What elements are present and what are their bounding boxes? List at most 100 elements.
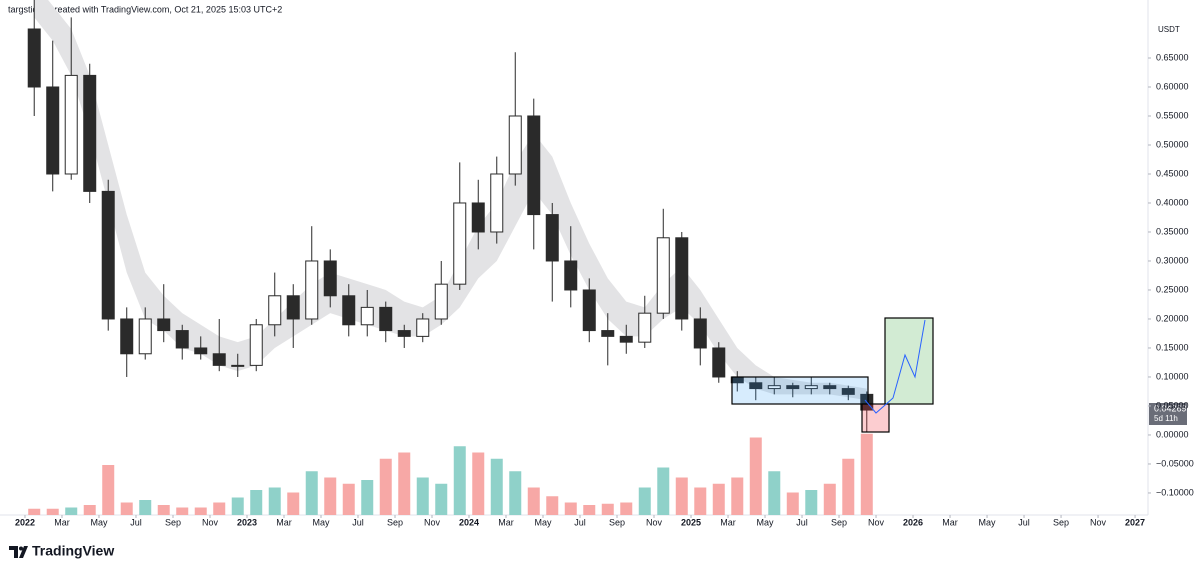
candle-body	[416, 318, 430, 337]
x-tick-label: 2025	[681, 517, 701, 527]
y-tick-label: 0.05000	[1156, 400, 1189, 410]
last-price: 0.04269	[1154, 403, 1187, 413]
candle-body	[231, 364, 245, 367]
x-tick-label: Nov	[202, 517, 219, 527]
header: targstique created with TradingView.com,…	[8, 4, 282, 14]
candle-body	[101, 190, 115, 320]
x-tick-label: 2024	[459, 517, 479, 527]
candle-body	[675, 237, 689, 320]
logo-dot	[19, 546, 23, 551]
x-tick-label: May	[979, 517, 997, 527]
candle-body	[527, 115, 541, 216]
x-tick-label: Sep	[387, 517, 403, 527]
candle-body	[841, 388, 855, 395]
volume-bar	[379, 458, 392, 515]
volume-bar	[83, 505, 96, 515]
volume-bar	[490, 458, 503, 515]
candle-body	[786, 385, 800, 390]
y-tick-label: 0.40000	[1156, 197, 1189, 207]
candle-body	[360, 306, 374, 326]
logo-mark	[9, 546, 28, 558]
candle-body	[638, 312, 652, 343]
x-tick-label: Mar	[498, 517, 514, 527]
x-tick-label: Mar	[720, 517, 736, 527]
volume-bar	[102, 465, 115, 515]
y-tick-label: 0.60000	[1156, 81, 1189, 91]
candle-body	[157, 318, 171, 332]
volume-bar	[786, 492, 799, 515]
candle-body	[379, 306, 393, 332]
y-tick-label: 0.00000	[1156, 429, 1189, 439]
volume-bar	[120, 502, 133, 515]
candle-body	[397, 330, 411, 337]
candle-body	[83, 74, 97, 192]
volume-bar	[675, 477, 688, 515]
x-tick-label: Jul	[352, 517, 364, 527]
volume-bar	[527, 487, 540, 515]
y-tick-label: 0.10000	[1156, 371, 1189, 381]
volume-bar	[231, 497, 244, 515]
volume-bar	[601, 503, 614, 515]
x-tick-label: May	[90, 517, 108, 527]
volume-bar	[842, 458, 855, 515]
y-tick-label: −0.05000	[1156, 458, 1194, 468]
candle-body	[712, 347, 726, 378]
x-tick-label: May	[312, 517, 330, 527]
candle-body	[194, 347, 208, 355]
plot	[27, 0, 874, 515]
volume-bar	[416, 477, 429, 515]
volume-bar	[139, 500, 152, 515]
price-label-box	[1149, 403, 1187, 425]
y-tick-label: 0.55000	[1156, 110, 1189, 120]
candle-body	[120, 318, 134, 355]
volume-bar	[65, 507, 78, 515]
volume-bar	[731, 477, 744, 515]
x-tick-label: Jul	[130, 517, 142, 527]
volume-bar	[583, 505, 596, 515]
x-tick-label: Sep	[165, 517, 181, 527]
candle-body	[268, 295, 282, 326]
x-tick-label: Sep	[831, 517, 847, 527]
y-tick-label: 0.25000	[1156, 284, 1189, 294]
y-tick-label: 0.35000	[1156, 226, 1189, 236]
volume-bar	[305, 471, 318, 515]
projection-path	[864, 319, 926, 414]
volume-bar	[268, 487, 281, 515]
y-tick-label: 0.30000	[1156, 255, 1189, 265]
volume-bar	[213, 502, 226, 515]
candle-body	[27, 28, 41, 88]
x-tick-label: Mar	[276, 517, 292, 527]
target-box	[884, 317, 934, 405]
volume-bar	[342, 483, 355, 515]
candle-body	[767, 385, 781, 390]
volume-bar	[398, 452, 411, 515]
x-tick-label: Mar	[54, 517, 70, 527]
countdown: 5d 11h	[1154, 414, 1178, 423]
candle-body	[804, 385, 818, 390]
candle-body	[323, 260, 337, 297]
volume-bar	[712, 483, 725, 515]
candle-body	[434, 283, 448, 320]
currency: USDT	[1158, 25, 1180, 34]
range-box	[731, 376, 869, 405]
candle-body	[582, 289, 596, 332]
y-tick-label: 0.50000	[1156, 139, 1189, 149]
x-tick-label: Mar	[942, 517, 958, 527]
y-tick-label: 0.45000	[1156, 168, 1189, 178]
volume-bar	[453, 446, 466, 515]
x-tick-label: Jul	[1018, 517, 1030, 527]
candle-body	[286, 295, 300, 320]
volume-bar	[823, 483, 836, 515]
x-tick-label: Jul	[574, 517, 586, 527]
volume-bar	[749, 437, 762, 515]
volume-bar	[324, 477, 337, 515]
volume-bar	[694, 487, 707, 515]
y-tick-label: −0.10000	[1156, 487, 1194, 497]
y-tick-label: 0.20000	[1156, 313, 1189, 323]
candle-body	[471, 202, 485, 233]
x-tick-label: Sep	[1053, 517, 1069, 527]
volume-bar	[472, 452, 485, 515]
volume-bar	[287, 492, 300, 515]
